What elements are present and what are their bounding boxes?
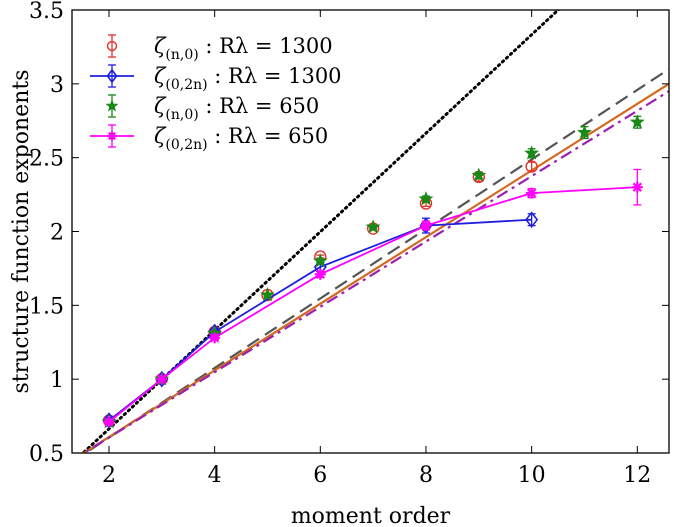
legend-label: ζ(n,0) : Rλ = 1300: [154, 34, 333, 63]
data-point: [107, 131, 117, 141]
legend-entry: ζ(n,0) : Rλ = 1300: [106, 34, 333, 63]
data-point: [629, 114, 645, 129]
x-tick-label: 10: [518, 463, 546, 488]
y-axis-label: structure function exponents: [9, 69, 34, 393]
y-tick-label: 3.5: [29, 0, 64, 24]
series-1: [102, 160, 538, 427]
series-layer: [101, 114, 645, 429]
legend-entry: ζ(0,2n) : Rλ = 1300: [90, 64, 342, 93]
data-point: [631, 181, 643, 193]
data-point: [156, 373, 168, 385]
data-point: [525, 160, 538, 173]
x-axis-label: moment order: [291, 504, 451, 527]
series-line: [108, 218, 532, 422]
data-point: [105, 99, 119, 112]
y-tick-label: 2: [50, 221, 64, 246]
data-point: [106, 68, 118, 84]
y-tick-label: 1.5: [29, 294, 64, 319]
data-point: [420, 220, 432, 232]
y-tick-label: 1: [50, 368, 64, 393]
x-tick-label: 8: [419, 463, 433, 488]
data-point: [106, 40, 118, 52]
x-tick-label: 6: [313, 463, 327, 488]
y-tick-label: 0.5: [29, 442, 64, 467]
x-tick-label: 12: [623, 463, 651, 488]
x-tick-label: 2: [102, 463, 116, 488]
reference-line-dashed: [83, 68, 669, 453]
data-point: [418, 191, 434, 206]
series-4: [103, 168, 643, 428]
y-tick-label: 2.5: [29, 147, 64, 172]
series-2: [102, 211, 539, 429]
data-point: [103, 416, 115, 428]
y-tick-label: 3: [50, 73, 64, 98]
data-point: [312, 253, 328, 268]
data-point: [526, 187, 538, 199]
data-point: [209, 332, 221, 344]
axis-ticks: 2 4 6 8 10 12 0.5 1 1.5 2 2.5 3 3.5: [29, 0, 669, 488]
data-point: [365, 219, 381, 234]
data-point: [524, 145, 540, 160]
data-point: [525, 211, 539, 228]
data-point: [314, 268, 326, 280]
data-point: [260, 287, 275, 302]
x-tick-label: 4: [208, 463, 222, 488]
reference-line-dashdot: [81, 90, 669, 453]
legend-label: ζ(0,2n) : Rλ = 1300: [154, 64, 342, 93]
data-point: [576, 124, 592, 139]
legend-entry: ζ(0,2n) : Rλ = 650: [90, 124, 328, 153]
legend-label: ζ(n,0) : Rλ = 650: [154, 94, 319, 123]
legend-entry: ζ(n,0) : Rλ = 650: [105, 94, 319, 123]
legend-label: ζ(0,2n) : Rλ = 650: [154, 124, 328, 153]
data-point: [471, 167, 487, 182]
